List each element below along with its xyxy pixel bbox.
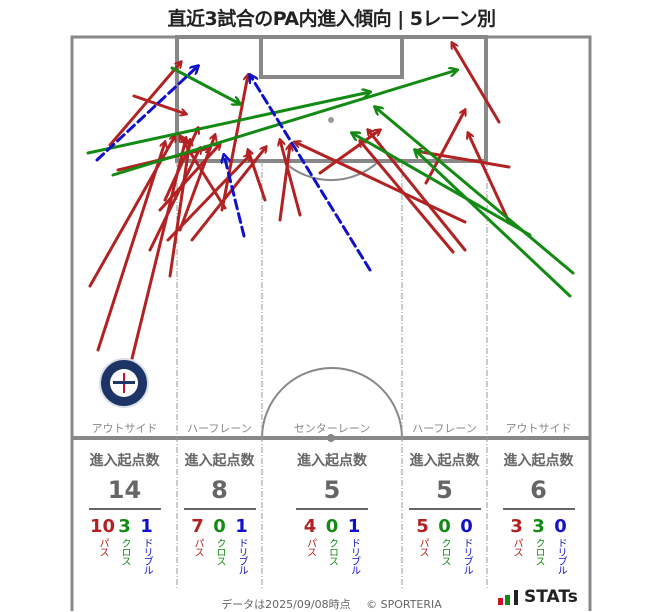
pass-count: 3 [510,516,523,537]
chart-title: 直近3試合のPA内進入傾向 | 5レーン別 [167,8,496,30]
divider [296,508,368,510]
cross-arrow [375,107,575,275]
cross-label: クロス [326,538,338,565]
dribble-label: ドリブル [236,538,247,574]
dribble-label: ドリブル [555,538,566,574]
team-crest-icon [99,358,149,408]
pass-arrow [248,150,267,202]
cross-count: 3 [532,516,545,537]
pass-label: パス [192,538,203,556]
stats-logo-text: STATs [524,587,578,607]
penalty-spot [328,117,334,123]
dribble-count: 0 [460,516,473,537]
penalty-arc [283,161,379,182]
cross-count: 0 [213,516,226,537]
cross-count: 0 [325,516,339,537]
lane-label-outside-left: アウトサイド [91,422,158,435]
dribble-count: 1 [140,516,153,537]
pass-arrow [424,110,465,185]
divider [502,508,575,510]
cross-arrow [86,92,370,155]
pass-arrow [220,75,248,212]
pass-arrow [158,144,220,212]
lane-label-outside-right: アウトサイド [505,422,572,435]
lane-stats-center: 進入起点数 5 4 パス 0 クロス 1 ドリブル [262,450,402,574]
stats-logo-icon: STATs [498,587,578,607]
copyright: © SPORTERIA [366,598,442,611]
pass-arrow [360,141,455,254]
pass-count: 4 [303,516,317,537]
entry-total: 14 [107,476,142,504]
pass-arrow [108,62,181,147]
entry-total: 8 [211,476,228,504]
cross-label: クロス [439,538,450,565]
pass-label: パス [417,538,428,556]
cross-label: クロス [533,538,544,565]
dribble-label: ドリブル [348,538,360,574]
pass-count: 5 [416,516,429,537]
entry-total: 5 [436,476,453,504]
pass-arrow [280,140,302,217]
cross-arrow [415,150,572,298]
divider [408,508,481,510]
pass-arrow [278,145,290,222]
pass-arrow [468,133,511,224]
pass-label: パス [304,538,316,556]
lane-stats-outside-right: 進入起点数 6 3 パス 3 クロス 0 ドリブル [487,450,590,574]
dribble-count: 1 [347,516,361,537]
entry-count-label: 進入起点数 [89,453,160,469]
entry-total: 6 [530,476,547,504]
pass-arrows [88,43,511,377]
pass-arrow [180,136,227,210]
dribble-count: 1 [235,516,248,537]
dribble-label: ドリブル [141,538,152,574]
cross-label: クロス [119,538,130,565]
lane-stats-halfspace-left: 進入起点数 8 7 パス 0 クロス 1 ドリブル [177,450,262,574]
pass-label: パス [97,538,108,556]
cross-label: クロス [214,538,225,565]
pass-arrow [295,142,467,224]
pass-arrow [148,148,200,252]
entry-count-label: 進入起点数 [409,453,480,469]
lane-stats-halfspace-right: 進入起点数 5 5 パス 0 クロス 0 ドリブル [402,450,487,574]
pass-arrow [166,155,250,242]
cross-arrow [352,133,532,237]
data-date-note: データは2025/09/08時点 [221,598,351,611]
pass-arrow [132,94,186,114]
divider [88,508,161,510]
dribble-arrow [250,75,372,272]
dribble-arrows [95,66,372,272]
lane-label-halfspace-right: ハーフレーン [412,422,477,435]
pass-arrow [178,135,215,232]
lane-stats-outside-left: 進入起点数 14 10 パス 3 クロス 1 ドリブル [72,450,177,574]
pass-arrow [452,43,501,124]
center-circle [261,367,403,439]
goal-area [259,35,404,79]
pass-arrow [163,128,198,202]
footer: データは2025/09/08時点 © SPORTERIA [0,596,663,612]
entry-count-label: 進入起点数 [503,453,574,469]
pass-label: パス [511,538,522,556]
divider [183,508,256,510]
lane-label-halfspace-left: ハーフレーン [187,422,252,435]
cross-arrows [86,66,575,298]
cross-arrow [170,66,240,104]
pass-arrow [96,142,165,352]
cross-count: 0 [438,516,451,537]
cross-arrow [111,70,457,177]
pass-count: 7 [191,516,204,537]
dribble-count: 0 [554,516,567,537]
entry-count-label: 進入起点数 [297,453,367,469]
dribble-arrow [224,155,246,238]
pass-count: 10 [89,516,116,537]
cross-count: 3 [118,516,131,537]
lane-label-center: センターレーン [293,422,371,435]
pass-arrow [168,140,190,278]
center-spot [327,434,335,442]
entry-total: 5 [323,476,341,504]
entry-count-label: 進入起点数 [184,453,255,469]
dribble-arrow [95,66,198,162]
dribble-label: ドリブル [461,538,472,574]
